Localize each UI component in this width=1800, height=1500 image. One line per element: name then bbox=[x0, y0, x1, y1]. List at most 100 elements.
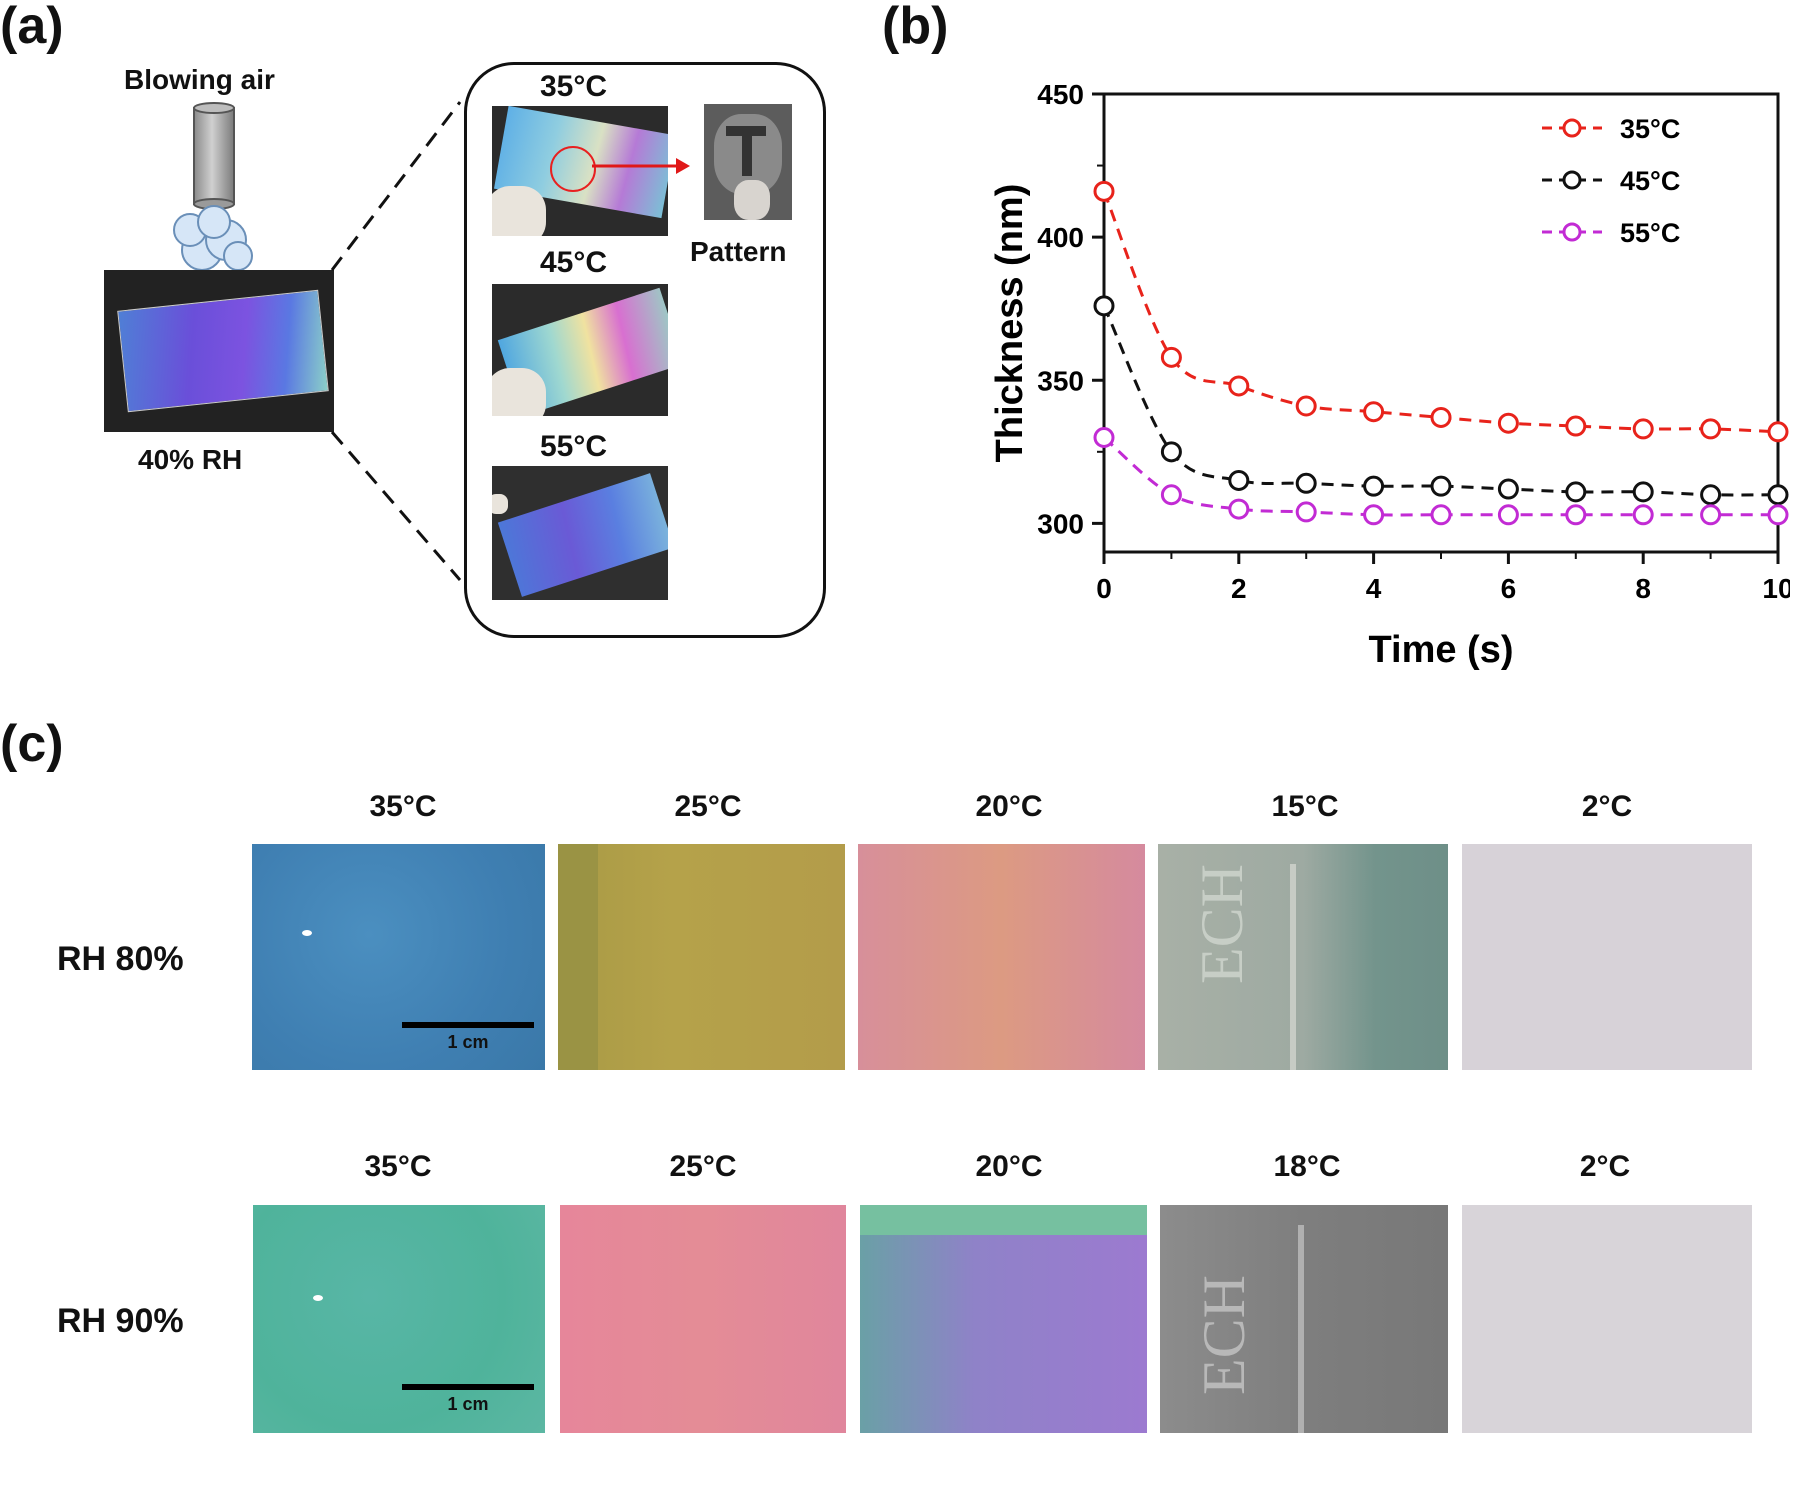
row1-photo-3 bbox=[858, 844, 1145, 1070]
chart-axes: 0 2 4 6 8 10 300 350 400 450 Time (s) Thickness (nm… bbox=[989, 79, 1790, 671]
data-point bbox=[1767, 484, 1789, 506]
pattern-photo bbox=[704, 104, 792, 220]
chart-legend: 35°C 45°C 55°C bbox=[1542, 114, 1680, 248]
data-point bbox=[1228, 498, 1250, 520]
row1-temp-2: 25°C bbox=[674, 790, 742, 823]
row2-scale-bar: 1 cm bbox=[402, 1384, 534, 1415]
x-axis-label: Time (s) bbox=[1368, 629, 1513, 671]
legend-marker bbox=[1562, 170, 1582, 190]
x-tick-label: 8 bbox=[1635, 573, 1651, 604]
y-axis-label: Thickness (nm) bbox=[989, 184, 1031, 463]
data-point bbox=[1093, 295, 1115, 317]
data-point bbox=[1160, 441, 1182, 463]
data-point bbox=[1363, 475, 1385, 497]
data-point bbox=[1565, 504, 1587, 526]
data-point bbox=[1767, 504, 1789, 526]
sample-frame bbox=[464, 62, 826, 638]
data-point bbox=[1160, 346, 1182, 368]
row2-rh-label: RH 90% bbox=[57, 1302, 184, 1340]
row1-photo-5 bbox=[1462, 844, 1752, 1070]
x-tick-label: 4 bbox=[1366, 573, 1382, 604]
panel-a-label: (a) bbox=[0, 0, 64, 55]
chart-series bbox=[1093, 180, 1789, 526]
row2-photo-4: ECH bbox=[1160, 1205, 1448, 1433]
data-point bbox=[1497, 412, 1519, 434]
legend-label: 35°C bbox=[1620, 114, 1680, 144]
legend-marker bbox=[1562, 118, 1582, 138]
row2-temp-2: 25°C bbox=[669, 1150, 737, 1183]
data-point bbox=[1295, 501, 1317, 523]
row2-temp-3: 20°C bbox=[975, 1150, 1043, 1183]
row1-photo-2 bbox=[558, 844, 845, 1070]
row1-photo-4: ECH bbox=[1158, 844, 1448, 1070]
data-point bbox=[1228, 469, 1250, 491]
row1-temp-3: 20°C bbox=[975, 790, 1043, 823]
row1-temp-1: 35°C bbox=[369, 790, 437, 823]
x-tick-label: 6 bbox=[1501, 573, 1517, 604]
data-point bbox=[1295, 395, 1317, 417]
zoom-lines bbox=[330, 101, 462, 581]
row2-temp-4: 18°C bbox=[1273, 1150, 1341, 1183]
row1-scale-bar: 1 cm bbox=[402, 1022, 534, 1053]
y-tick-label: 300 bbox=[1037, 508, 1084, 539]
row2-photo-3 bbox=[860, 1205, 1147, 1433]
blowing-air-label: Blowing air bbox=[124, 64, 275, 95]
sample-photo-40rh bbox=[104, 270, 334, 432]
data-point bbox=[1160, 484, 1182, 506]
row1-photo-1 bbox=[252, 844, 545, 1070]
row1-rh-label: RH 80% bbox=[57, 940, 184, 978]
data-point bbox=[1565, 481, 1587, 503]
data-point bbox=[1565, 415, 1587, 437]
data-point bbox=[1767, 421, 1789, 443]
data-point bbox=[1430, 475, 1452, 497]
series-2 bbox=[1093, 427, 1789, 526]
row2-temp-1: 35°C bbox=[364, 1150, 432, 1183]
row2-photo-2 bbox=[560, 1205, 846, 1433]
data-point bbox=[1363, 504, 1385, 526]
data-point bbox=[1093, 427, 1115, 448]
air-cloud-icon bbox=[173, 205, 253, 271]
y-tick-label: 400 bbox=[1037, 222, 1084, 253]
data-point bbox=[1497, 478, 1519, 500]
data-point bbox=[1228, 375, 1250, 397]
x-tick-label: 2 bbox=[1231, 573, 1247, 604]
row2-photo-1 bbox=[253, 1205, 545, 1433]
legend-marker bbox=[1562, 222, 1582, 242]
data-point bbox=[1632, 418, 1654, 440]
temp-label-45: 45°C bbox=[540, 246, 608, 279]
data-point bbox=[1497, 504, 1519, 526]
series-line bbox=[1102, 305, 1779, 497]
arrow-to-pattern bbox=[592, 158, 690, 174]
data-point bbox=[1363, 401, 1385, 423]
panel-b-label: (b) bbox=[882, 0, 949, 55]
pattern-label: Pattern bbox=[690, 236, 787, 267]
row2-photo-5 bbox=[1462, 1205, 1752, 1433]
row1-temp-5: 2°C bbox=[1581, 790, 1633, 823]
series-0 bbox=[1093, 180, 1789, 443]
y-tick-label: 350 bbox=[1037, 365, 1084, 396]
row1-temp-4: 15°C bbox=[1271, 790, 1339, 823]
panel-c-label: (c) bbox=[0, 715, 64, 773]
x-tick-label: 0 bbox=[1096, 573, 1112, 604]
series-line bbox=[1102, 190, 1779, 434]
sample-photo-45c bbox=[492, 284, 668, 416]
series-1 bbox=[1093, 295, 1789, 506]
sample-photo-55c bbox=[492, 466, 668, 600]
temp-label-35: 35°C bbox=[540, 70, 608, 103]
data-point bbox=[1700, 504, 1722, 526]
thickness-chart: 0 2 4 6 8 10 300 350 400 450 Time (s) Thickness (nm… bbox=[989, 79, 1790, 671]
x-tick-label: 10 bbox=[1762, 573, 1790, 604]
legend-label: 55°C bbox=[1620, 218, 1680, 248]
temp-label-55: 55°C bbox=[540, 430, 608, 463]
data-point bbox=[1295, 472, 1317, 494]
data-point bbox=[1093, 180, 1115, 202]
data-point bbox=[1700, 484, 1722, 506]
data-point bbox=[1632, 481, 1654, 503]
air-nozzle-icon bbox=[173, 102, 253, 271]
data-point bbox=[1430, 504, 1452, 526]
data-point bbox=[1430, 406, 1452, 428]
y-tick-label: 450 bbox=[1037, 79, 1084, 110]
legend-label: 45°C bbox=[1620, 166, 1680, 196]
data-point bbox=[1632, 504, 1654, 526]
data-point bbox=[1700, 418, 1722, 440]
